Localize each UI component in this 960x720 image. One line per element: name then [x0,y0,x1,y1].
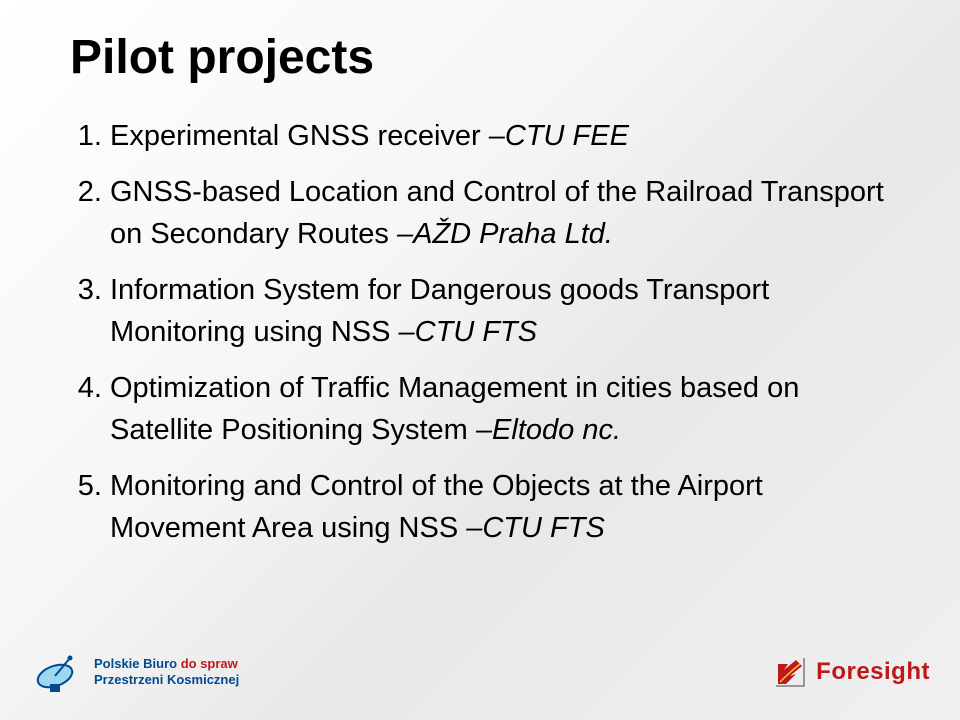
slide: Pilot projects Experimental GNSS receive… [0,0,960,720]
logo-left-text: Polskie Biuro do spraw Przestrzeni Kosmi… [94,656,239,687]
project-list: Experimental GNSS receiver –CTU FEE GNSS… [70,115,900,549]
list-item: GNSS-based Location and Control of the R… [110,171,900,255]
list-item: Optimization of Traffic Management in ci… [110,367,900,451]
item-source: –CTU FEE [489,120,629,152]
list-item: Information System for Dangerous goods T… [110,269,900,353]
item-source: –Eltodo nc. [476,414,621,446]
content-area: Pilot projects Experimental GNSS receive… [70,30,900,563]
logo-left: Polskie Biuro do spraw Przestrzeni Kosmi… [30,648,239,696]
item-text: Experimental GNSS receiver [110,120,489,152]
item-text: Monitoring and Control of the Objects at… [110,470,763,544]
item-text: Optimization of Traffic Management in ci… [110,372,799,446]
logo-right: Foresight [770,652,930,692]
logo-text-a: Polskie Biuro [94,656,181,671]
item-source: –AŽD Praha Ltd. [397,218,613,250]
foresight-label: Foresight [816,658,930,686]
item-source: –CTU FTS [399,316,538,348]
slide-title: Pilot projects [70,30,900,85]
list-item: Experimental GNSS receiver –CTU FEE [110,115,900,157]
logo-line-1: Polskie Biuro do spraw [94,656,239,672]
item-source: –CTU FTS [466,512,605,544]
foresight-icon [770,652,810,692]
satellite-dish-icon [30,648,84,696]
logo-text-b: do spraw [181,656,238,671]
footer: Polskie Biuro do spraw Przestrzeni Kosmi… [30,642,930,702]
list-item: Monitoring and Control of the Objects at… [110,465,900,549]
logo-line-2: Przestrzeni Kosmicznej [94,672,239,688]
